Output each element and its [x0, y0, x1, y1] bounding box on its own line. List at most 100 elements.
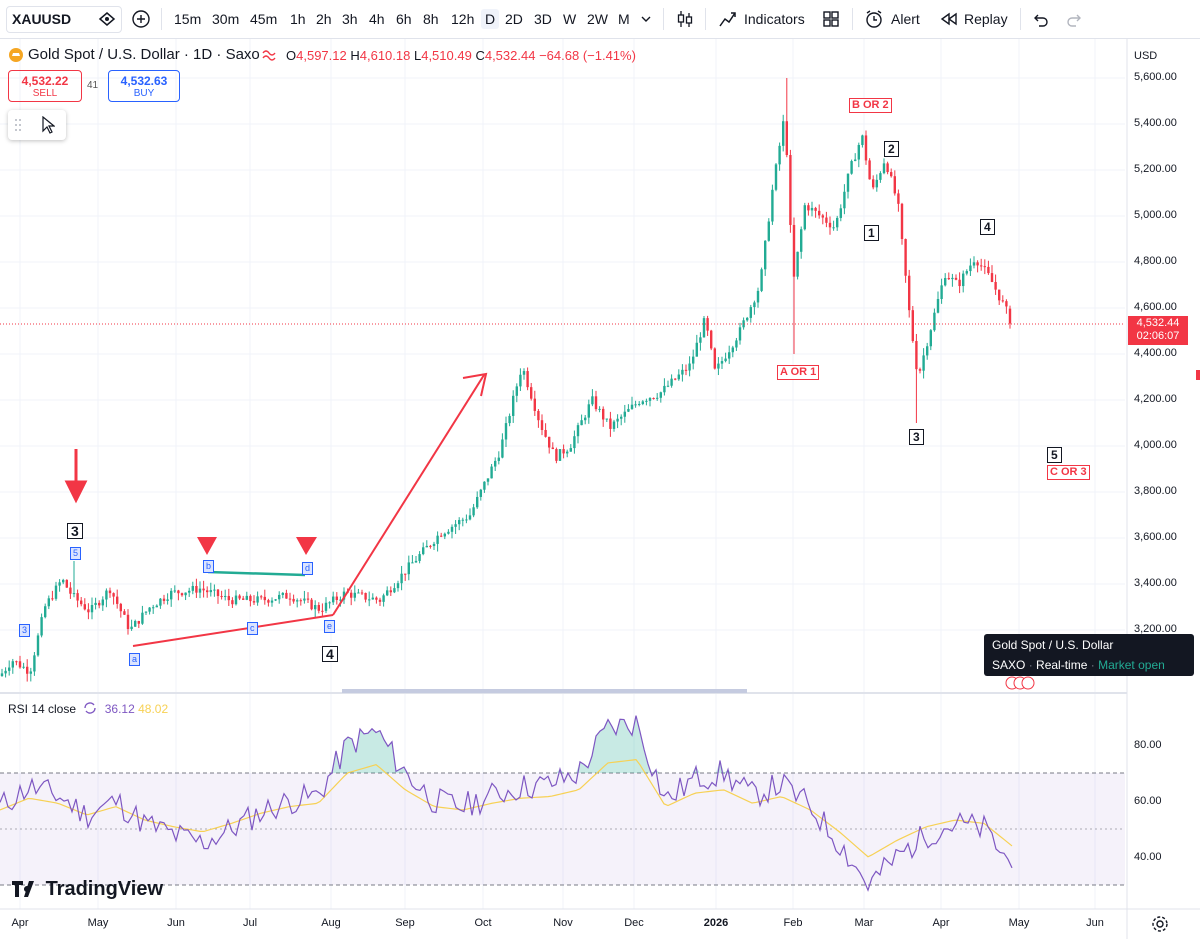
candle-body	[256, 596, 259, 603]
undo-icon[interactable]	[1031, 10, 1049, 28]
subwave-label-5[interactable]: 5	[70, 547, 82, 560]
subwave-label-c[interactable]: c	[247, 622, 258, 635]
refresh-icon[interactable]	[83, 702, 97, 714]
candle-body	[976, 262, 979, 266]
symbol-search-box[interactable]	[6, 6, 122, 33]
candle-body	[148, 607, 151, 612]
interval-3d[interactable]: 3D	[534, 11, 552, 27]
candle-body	[854, 159, 857, 162]
candle-body	[702, 318, 706, 338]
candle-body	[386, 590, 389, 596]
interval-30m[interactable]: 30m	[212, 11, 240, 27]
symbol-label[interactable]: XAUUSD	[12, 11, 72, 27]
candle-body	[47, 598, 50, 607]
subwave-label-b[interactable]: b	[203, 560, 215, 573]
currency-label[interactable]: USD	[1134, 50, 1158, 62]
interval-1d[interactable]: D	[481, 9, 500, 29]
cursor-arrow-icon[interactable]	[41, 116, 55, 134]
add-symbol-icon[interactable]	[131, 9, 151, 29]
horizontal-scrollbar[interactable]	[342, 689, 747, 693]
candle-body	[44, 606, 47, 618]
price-axis-tick: 3,600.00	[1134, 531, 1177, 543]
candle-body	[530, 387, 533, 399]
wave-label-4[interactable]: 4	[980, 219, 995, 235]
trend-line-a-e[interactable]	[132, 614, 334, 647]
candle-body	[512, 395, 515, 416]
candle-body	[868, 160, 871, 180]
candle-body	[249, 595, 252, 602]
interval-3h[interactable]: 3h	[342, 11, 358, 27]
replay-button[interactable]: Replay	[964, 11, 1008, 27]
wave-label-b-or-2[interactable]: B OR 2	[849, 98, 892, 113]
interval-2d[interactable]: 2D	[505, 11, 523, 27]
candle-body	[911, 310, 914, 342]
chart-title[interactable]: Gold Spot / U.S. Dollar · 1D · Saxo	[28, 46, 260, 63]
trend-line-b-d[interactable]	[207, 570, 306, 577]
interval-4h[interactable]: 4h	[369, 11, 385, 27]
alarm-clock-icon[interactable]	[864, 9, 884, 29]
candle-body	[198, 588, 202, 593]
time-axis-tick: 2026	[703, 917, 729, 929]
sell-button[interactable]: 4,532.22 SELL	[8, 70, 82, 102]
subwave-label-e[interactable]: e	[324, 620, 336, 633]
subwave-label-a[interactable]: a	[129, 653, 141, 666]
tradingview-logo[interactable]: TradingView	[12, 878, 163, 901]
wave-label-4-left[interactable]: 4	[322, 646, 338, 662]
wave-label-3[interactable]: 3	[909, 429, 924, 445]
interval-6h[interactable]: 6h	[396, 11, 412, 27]
subwave-label-3[interactable]: 3	[19, 624, 31, 637]
candle-body	[134, 620, 137, 627]
wave-label-5[interactable]: 5	[1047, 447, 1062, 463]
settings-gear-icon[interactable]	[1151, 915, 1169, 933]
candlestick-type-icon[interactable]	[675, 9, 695, 29]
candle-body	[202, 588, 205, 591]
wave-label-a-or-1[interactable]: A OR 1	[777, 365, 820, 380]
interval-15m[interactable]: 15m	[174, 11, 202, 27]
us-flag-events-icon[interactable]	[1004, 676, 1038, 690]
candle-body	[350, 592, 353, 598]
replay-rewind-icon[interactable]	[940, 11, 958, 27]
candle-body	[594, 396, 598, 410]
candle-body	[738, 327, 742, 341]
candle-body	[555, 449, 558, 461]
buy-button[interactable]: 4,532.63 BUY	[108, 70, 180, 102]
alert-button[interactable]: Alert	[891, 11, 920, 27]
candle-body	[785, 121, 788, 156]
candle-body	[904, 239, 907, 276]
indicators-icon[interactable]	[718, 10, 738, 28]
wave-label-2[interactable]: 2	[884, 141, 899, 157]
wave-label-c-or-3[interactable]: C OR 3	[1047, 465, 1090, 480]
interval-12h[interactable]: 12h	[451, 11, 475, 27]
candle-body	[87, 609, 90, 613]
tooltip-source: SAXO	[992, 658, 1026, 672]
layout-grid-icon[interactable]	[822, 10, 840, 28]
candle-body	[368, 599, 371, 601]
indicators-button[interactable]: Indicators	[744, 11, 805, 27]
candle-body	[335, 596, 338, 600]
drag-handle-icon[interactable]	[14, 118, 22, 132]
interval-1w[interactable]: W	[563, 11, 577, 27]
wave-indicator-icon[interactable]	[262, 48, 278, 62]
interval-1h[interactable]: 1h	[290, 11, 306, 27]
interval-45m[interactable]: 45m	[250, 11, 278, 27]
wave-label-3-left[interactable]: 3	[67, 523, 83, 539]
candle-body	[890, 172, 893, 177]
rsi-legend[interactable]: RSI 14 close 36.12 48.02	[8, 702, 168, 716]
interval-8h[interactable]: 8h	[423, 11, 439, 27]
chevron-down-icon[interactable]	[640, 14, 652, 24]
candle-body	[483, 481, 486, 490]
interval-2w[interactable]: 2W	[587, 11, 608, 27]
rsi-value: 36.12	[104, 702, 135, 716]
wave-label-1[interactable]: 1	[864, 225, 879, 241]
projection-arrow-line[interactable]	[332, 374, 485, 616]
candlestick-series	[0, 78, 1012, 682]
chart-canvas[interactable]	[0, 39, 1200, 939]
redo-icon[interactable]	[1066, 10, 1084, 28]
interval-1m[interactable]: M	[618, 11, 630, 27]
subwave-label-d[interactable]: d	[302, 562, 314, 575]
interval-2h[interactable]: 2h	[316, 11, 332, 27]
candle-body	[656, 397, 659, 399]
compare-symbol-icon[interactable]	[98, 10, 116, 28]
candle-body	[944, 278, 947, 286]
tooltip-market-status: Market open	[1098, 658, 1165, 672]
